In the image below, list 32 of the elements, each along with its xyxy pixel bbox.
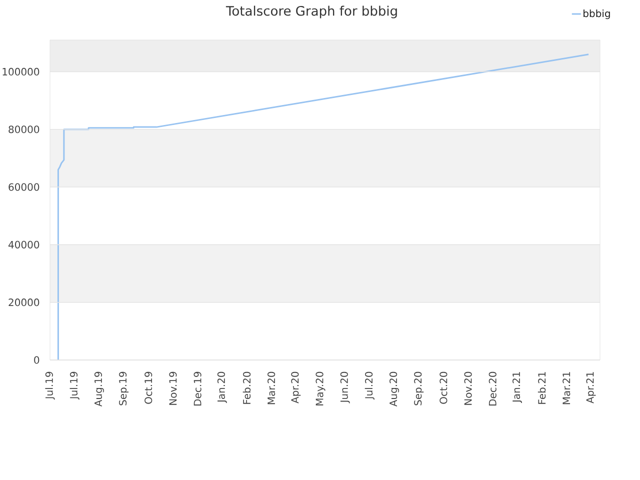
y-tick-label: 20000 bbox=[8, 298, 40, 306]
x-tick-label: Oct.19 bbox=[144, 372, 152, 404]
x-tick-label: Feb.20 bbox=[242, 372, 251, 404]
x-tick-label: Apr.20 bbox=[291, 372, 301, 404]
x-tick-label: Feb.21 bbox=[538, 372, 546, 404]
x-tick-label: Jun.20 bbox=[340, 372, 350, 404]
x-tick-label: Aug.19 bbox=[94, 372, 104, 407]
legend-label: bbbig bbox=[584, 9, 610, 20]
line-series bbox=[57, 54, 590, 360]
x-tick-label: Dec.19 bbox=[194, 372, 202, 406]
y-tick-label: 100000 bbox=[2, 68, 40, 76]
chart-title: Totalscore Graph for bbbig bbox=[226, 6, 397, 18]
y-tick-label: 40000 bbox=[8, 240, 40, 248]
x-tick-label: Jan.20 bbox=[217, 372, 227, 404]
x-tick-label: Mar.20 bbox=[268, 372, 276, 404]
x-tick-label: Mar.21 bbox=[562, 372, 570, 404]
y-tick-label: 0 bbox=[34, 356, 40, 364]
x-tick-label: Jul.19 bbox=[45, 372, 55, 400]
y-tick-label: 80000 bbox=[8, 126, 40, 134]
x-tick-label: Nov.20 bbox=[464, 372, 472, 405]
x-tick-label: Jul.19 bbox=[70, 372, 80, 400]
x-tick-label: Sep.19 bbox=[119, 372, 129, 406]
x-tick-label: Apr.21 bbox=[586, 372, 596, 404]
y-tick-label: 60000 bbox=[8, 183, 40, 191]
x-tick-label: Nov.19 bbox=[169, 372, 177, 405]
x-tick-label: May.20 bbox=[316, 372, 326, 406]
x-tick-label: Dec.20 bbox=[488, 372, 496, 406]
x-tick-label: Oct.20 bbox=[440, 372, 448, 404]
x-tick-label: Jul.20 bbox=[364, 372, 374, 400]
x-tick-label: Jan.21 bbox=[512, 372, 522, 404]
x-tick-label: Sep.20 bbox=[414, 372, 424, 406]
x-tick-label: Aug.20 bbox=[390, 372, 400, 407]
